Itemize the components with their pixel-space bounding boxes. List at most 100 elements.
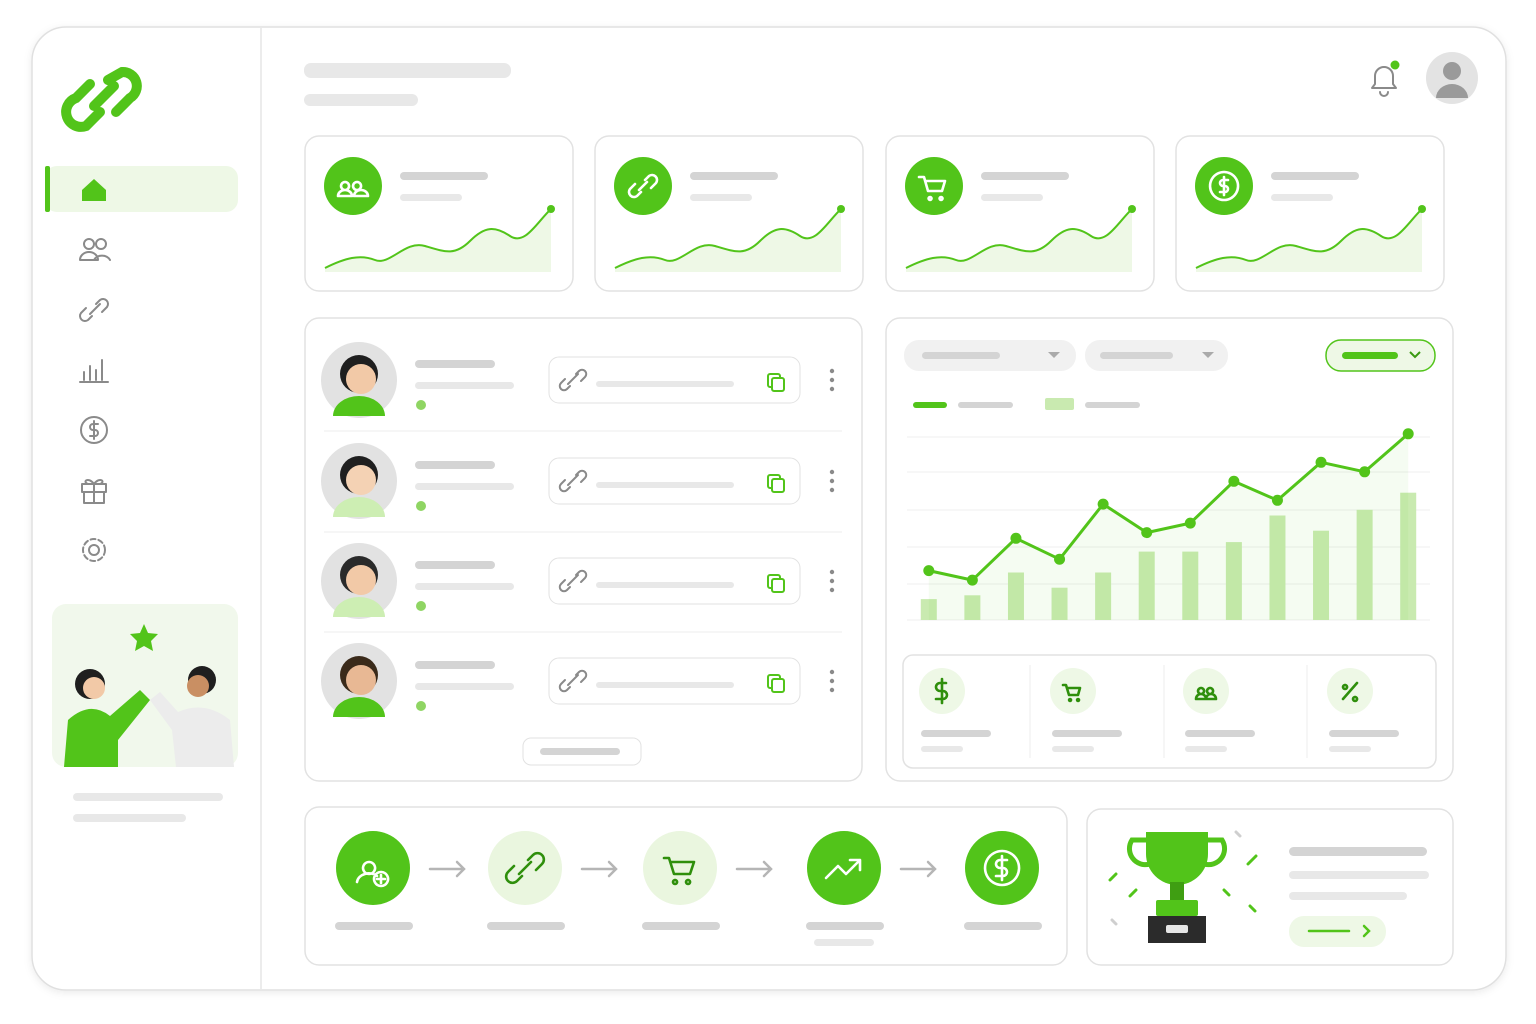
status-dot — [416, 501, 426, 511]
summary-icon — [1194, 686, 1218, 701]
status-dot — [416, 400, 426, 410]
avatar-face — [346, 565, 376, 595]
summary-placeholder — [1185, 730, 1255, 737]
flow-arrow — [580, 860, 618, 878]
menu-dot — [829, 587, 835, 593]
nav-users[interactable] — [79, 238, 111, 261]
notification-dot — [1390, 60, 1400, 70]
link-icon — [558, 469, 588, 493]
summary-placeholder — [1185, 746, 1227, 752]
subtitle-placeholder — [304, 94, 418, 106]
stat-placeholder — [690, 194, 752, 201]
link-placeholder — [596, 482, 734, 488]
summary-placeholder — [1329, 730, 1399, 737]
bar — [1313, 530, 1330, 620]
line-point — [1184, 517, 1196, 529]
status-dot — [416, 701, 426, 711]
logo[interactable] — [61, 67, 142, 132]
summary-placeholder — [921, 730, 991, 737]
nav-links[interactable] — [79, 298, 109, 322]
stat-placeholder — [981, 194, 1043, 201]
stat-placeholder — [981, 172, 1069, 180]
sparkline — [1195, 208, 1423, 269]
user-avatar[interactable] — [1426, 52, 1478, 104]
menu-dot — [829, 678, 835, 684]
line-point — [1097, 498, 1109, 510]
menu-dot — [829, 469, 835, 475]
nav-home[interactable] — [82, 179, 106, 201]
summary-placeholder — [1052, 746, 1094, 752]
menu-dot — [829, 687, 835, 693]
row-placeholder — [415, 483, 514, 490]
nav-active-bg[interactable] — [45, 166, 238, 212]
link-field — [548, 657, 801, 705]
flow-icon — [504, 851, 546, 885]
nav-rewards[interactable] — [81, 478, 107, 504]
line-point — [966, 574, 978, 586]
flow-arrow — [428, 860, 466, 878]
line-point — [1054, 553, 1066, 565]
bar — [920, 599, 937, 620]
reward-placeholder — [1289, 871, 1429, 879]
stat-card[interactable] — [885, 135, 1155, 292]
stat-card[interactable] — [1175, 135, 1445, 292]
link-icon — [558, 669, 588, 693]
flow-icon-bg — [807, 831, 881, 905]
copy-icon-back — [771, 678, 785, 693]
avatar-shirt — [333, 497, 385, 517]
stat-placeholder — [1271, 172, 1359, 180]
summary-cells — [919, 665, 1399, 758]
avatar-shirt — [333, 697, 385, 717]
flow-icon — [983, 849, 1021, 887]
reward-panel — [1086, 808, 1454, 966]
legend-placeholder — [1085, 402, 1140, 408]
legend-placeholder — [958, 402, 1013, 408]
menu-dot — [829, 669, 835, 675]
link-row[interactable] — [321, 342, 842, 432]
link-field — [548, 557, 801, 605]
sidebar-placeholder — [73, 793, 223, 801]
bar — [1007, 572, 1024, 620]
nav-active-indicator — [45, 166, 50, 212]
flow-icon — [824, 858, 862, 880]
summary-placeholder — [921, 746, 963, 752]
bar — [1269, 515, 1286, 620]
notification-bell[interactable] — [1371, 66, 1397, 97]
row-placeholder — [415, 583, 514, 590]
flow-step — [335, 831, 466, 930]
flow-placeholder — [487, 922, 565, 930]
stat-icon — [917, 175, 947, 202]
flow-icon-bg — [336, 831, 410, 905]
menu-dot — [829, 569, 835, 575]
stat-icon — [336, 180, 370, 198]
sparkline-area — [325, 209, 551, 272]
stat-card[interactable] — [594, 135, 864, 292]
bar — [1182, 551, 1199, 620]
line-point — [1010, 532, 1022, 544]
sparkline-area — [1196, 209, 1422, 272]
link-row[interactable] — [321, 643, 835, 719]
menu-dot — [829, 478, 835, 484]
line-point — [1228, 475, 1240, 487]
button-placeholder — [540, 748, 620, 755]
legend-swatch — [913, 402, 947, 408]
flow-panel — [304, 806, 1068, 966]
sidebar — [45, 67, 238, 822]
link-row[interactable] — [321, 443, 842, 533]
stat-cards — [304, 135, 1445, 292]
menu-dot — [829, 386, 835, 392]
stat-card[interactable] — [304, 135, 574, 292]
nav-settings[interactable] — [82, 538, 106, 562]
stat-icon-bg — [905, 157, 963, 215]
flow-step — [806, 831, 937, 946]
nav-analytics[interactable] — [79, 359, 109, 383]
link-field — [548, 356, 801, 404]
link-row[interactable] — [321, 543, 842, 633]
summary-placeholder — [1052, 730, 1122, 737]
flow-arrow — [899, 860, 937, 878]
nav-payments[interactable] — [80, 416, 108, 444]
row-placeholder — [415, 461, 495, 469]
menu-dot — [829, 368, 835, 374]
sparkline-area — [615, 209, 841, 272]
